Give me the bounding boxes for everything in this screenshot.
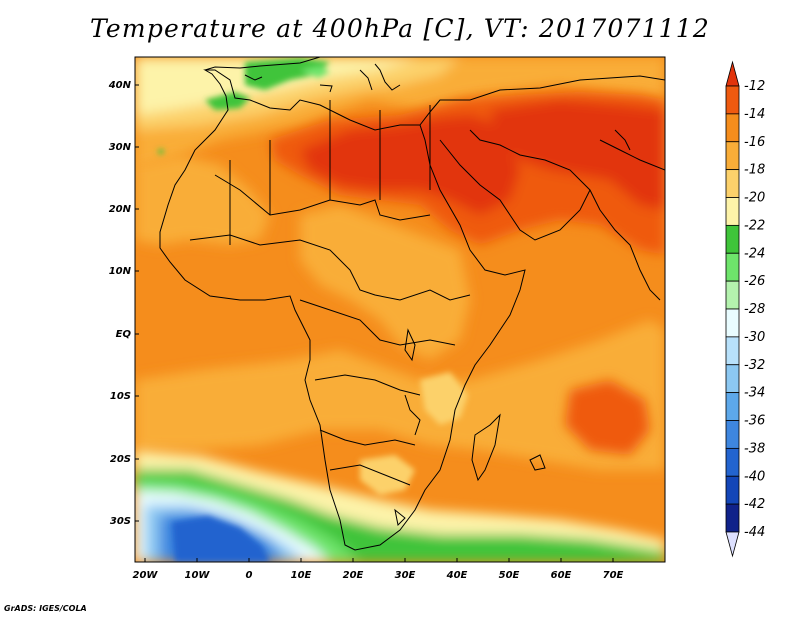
colorbar-label: -40 (744, 469, 765, 484)
latitude-labels: 40N 30N 20N 10N EQ 10S 20S 30S (108, 80, 132, 527)
lat-label: EQ (116, 329, 132, 340)
colorbar-label: -44 (744, 525, 765, 540)
colorbar: -12 -14 -16 -18 -20 -22 -24 -26 -28 -30 -32 -34 -36 -… (725, 60, 765, 558)
map-frame (134, 56, 666, 563)
colorbar-segment (725, 308, 740, 338)
lon-label: 50E (499, 570, 520, 581)
lon-label: 20W (133, 570, 159, 581)
colorbar-segment (725, 392, 740, 421)
colorbar-label: -12 (744, 79, 765, 94)
colorbar-bottom-arrow (725, 531, 740, 558)
colorbar-segment (725, 336, 740, 366)
latitude-ticks (135, 84, 139, 522)
lat-label: 40N (108, 80, 132, 91)
lat-label: 10S (110, 391, 131, 402)
colorbar-label: -30 (744, 330, 765, 345)
colorbar-label: -14 (744, 107, 765, 122)
lon-label: 0 (246, 570, 253, 581)
credit-text: GrADS: IGES/COLA (4, 604, 87, 613)
colorbar-segment (725, 447, 740, 477)
lat-label: 20N (109, 204, 132, 215)
colorbar-segment (725, 85, 740, 115)
lat-label: 10N (109, 266, 132, 277)
lon-label: 10W (185, 570, 211, 581)
colorbar-label: -42 (744, 497, 765, 512)
colorbar-segment (725, 224, 740, 254)
colorbar-segment (725, 364, 740, 394)
lon-label: 20E (343, 570, 364, 581)
colorbar-segment (725, 503, 740, 533)
colorbar-segment (725, 280, 740, 310)
colorbar-segment (725, 420, 740, 449)
coastlines (159, 57, 665, 551)
colorbar-label: -36 (744, 414, 765, 429)
colorbar-segment (725, 197, 740, 226)
colorbar-label: -26 (744, 274, 765, 289)
longitude-ticks (144, 558, 614, 562)
colorbar-top-arrow (725, 60, 740, 87)
colorbar-segment (725, 113, 740, 143)
colorbar-label: -32 (744, 358, 765, 373)
colorbar-label: -16 (744, 135, 765, 150)
longitude-labels: 20W 10W 0 10E 20E 30E 40E 50E 60E 70E (133, 570, 624, 581)
lon-label: 70E (603, 570, 624, 581)
colorbar-label: -28 (744, 302, 765, 317)
colorbar-segment (725, 141, 740, 171)
lon-label: 10E (291, 570, 312, 581)
colorbar-label: -38 (744, 441, 765, 456)
lat-label: 30N (109, 142, 132, 153)
map-title: Temperature at 400hPa [C], VT: 201707111… (90, 14, 710, 43)
colorbar-segment (725, 475, 740, 505)
lon-label: 40E (446, 570, 468, 581)
colorbar-segment (725, 169, 740, 198)
colorbar-segment (725, 252, 740, 282)
lon-label: 30E (395, 570, 416, 581)
lat-label: 20S (110, 454, 131, 465)
colorbar-label: -24 (744, 246, 765, 261)
lat-label: 30S (110, 516, 131, 527)
lon-label: 60E (551, 570, 572, 581)
colorbar-label: -34 (744, 386, 765, 401)
colorbar-label: -18 (744, 163, 765, 178)
colorbar-label: -20 (744, 191, 765, 206)
colorbar-label: -22 (744, 218, 765, 233)
temperature-field (135, 57, 665, 562)
